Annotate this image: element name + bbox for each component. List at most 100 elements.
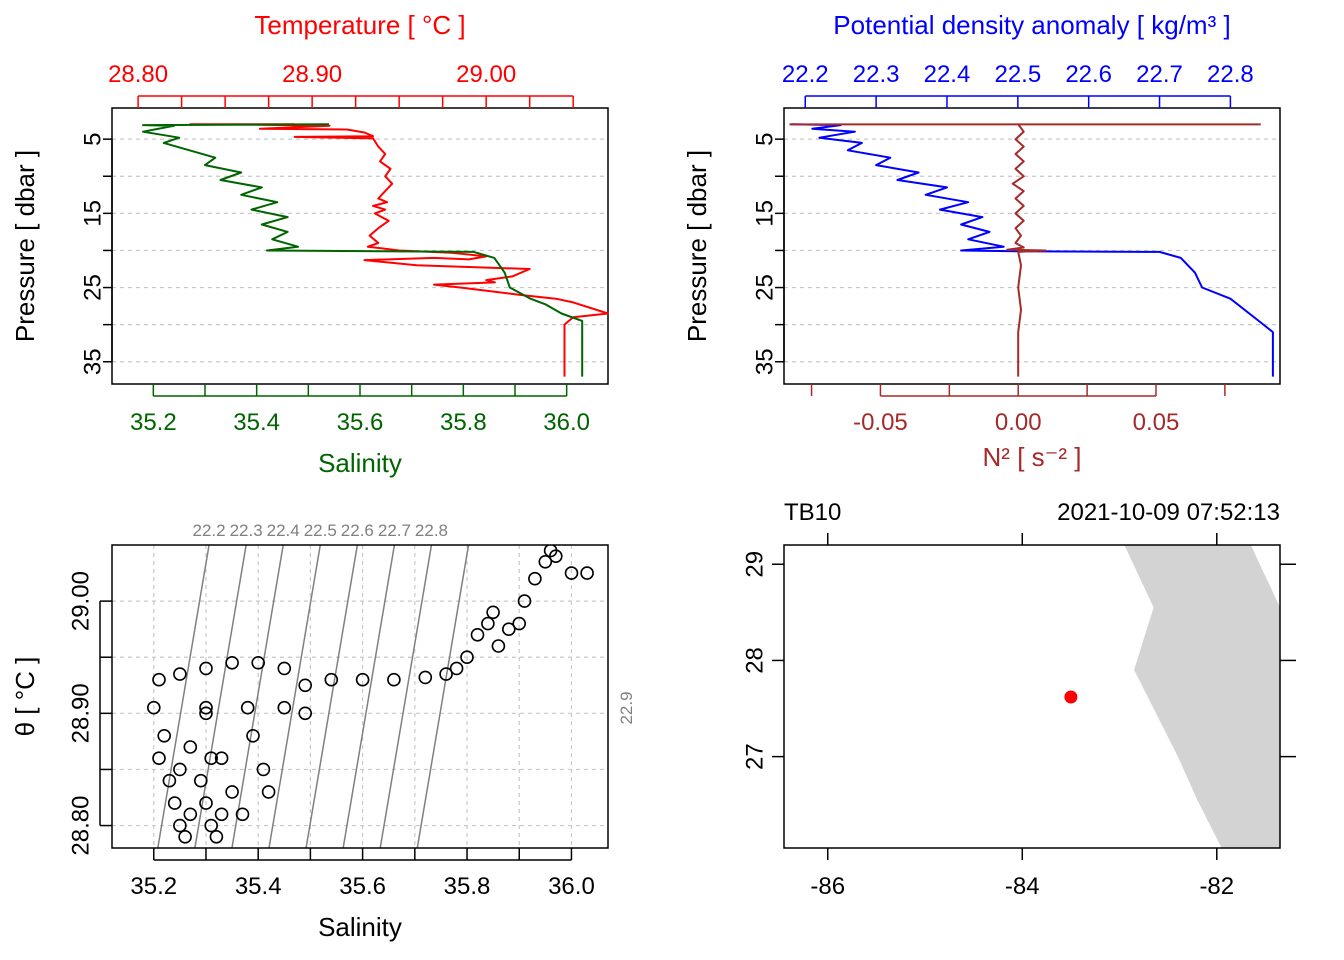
panel-temperature-salinity-profile: 5 15 25 35 Pressure [ dbar ] 28.80 28.90 29.00 T…: [10, 10, 609, 478]
ts-data-point: [167, 796, 182, 810]
salinity-profile-line: [142, 123, 584, 377]
isopycnal-line: [268, 545, 322, 848]
ts-data-point: [183, 807, 198, 822]
ts-data-point: [580, 566, 594, 580]
ts-data-point: [256, 762, 271, 777]
ts-data-point: [512, 616, 527, 631]
density-axis-label: Potential density anomaly [ kg/m³ ]: [833, 10, 1230, 40]
ts-data-point: [235, 807, 250, 822]
n2-axis-label: N² [ s⁻² ]: [983, 442, 1082, 472]
ts-data-point: [298, 678, 313, 693]
latitude-tick-label: 28: [741, 647, 768, 674]
salinity-tick-label: 35.6: [339, 873, 386, 900]
salinity-axis-label: Salinity: [318, 448, 402, 478]
ts-data-point: [214, 751, 229, 766]
ts-data-point: [173, 818, 187, 833]
latitude-tick-label: 27: [741, 743, 768, 770]
temperature-tick-label: 28.90: [282, 61, 342, 88]
ts-data-point: [538, 554, 553, 569]
isopycnal-line: [231, 545, 284, 848]
salinity-tick-label: 36.0: [543, 409, 590, 436]
isopycnal-line: [416, 545, 470, 848]
ts-data-point: [225, 655, 239, 670]
density-tick-label: 22.3: [853, 61, 900, 88]
ts-data-point: [204, 818, 218, 833]
station-marker[interactable]: [1064, 690, 1078, 704]
theta-axis-label: θ [ °C ]: [10, 657, 40, 737]
temperature-axis-label: Temperature [ °C ]: [254, 10, 465, 40]
temperature-profile-line: [189, 123, 609, 377]
salinity-axis-label: Salinity: [318, 912, 402, 942]
salinity-tick-label: 35.2: [130, 409, 177, 436]
theta-tick-label: 28.90: [67, 683, 94, 743]
ts-data-point: [162, 773, 177, 788]
pressure-tick-label: 5: [751, 132, 778, 145]
panel-density-n2-profile: 5 15 25 35 Pressure [ dbar ] 22.2 22.3 22.4 22.5…: [682, 10, 1281, 472]
ts-data-point: [449, 661, 464, 676]
ts-data-point: [199, 796, 213, 810]
salinity-tick-label: 35.6: [337, 409, 384, 436]
isopycnal-label: 22.8: [415, 521, 448, 540]
pressure-tick-label: 15: [751, 200, 778, 227]
pressure-tick-label: 35: [751, 348, 778, 375]
isopycnal-label: 22.9: [617, 691, 636, 724]
ts-data-point: [173, 762, 187, 777]
isopycnal-line: [157, 545, 210, 848]
temperature-tick-label: 28.80: [108, 61, 168, 88]
ts-data-point: [387, 672, 401, 687]
ts-data-point: [470, 627, 485, 642]
isopycnal-line: [194, 545, 247, 848]
ts-data-point: [194, 773, 208, 788]
ts-data-point: [501, 622, 516, 637]
salinity-tick-label: 35.4: [235, 873, 282, 900]
ts-data-point: [460, 650, 474, 665]
ts-data-point: [225, 785, 239, 799]
ts-data-point: [152, 672, 166, 687]
isopycnal-label: 22.3: [230, 521, 263, 540]
density-tick-label: 22.8: [1207, 61, 1254, 88]
isopycnal-label: 22.4: [267, 521, 300, 540]
density-tick-label: 22.7: [1136, 61, 1183, 88]
ts-data-point: [157, 728, 171, 743]
longitude-tick-label: -86: [810, 873, 845, 900]
ts-data-point: [183, 740, 198, 754]
salinity-tick-label: 35.8: [440, 409, 487, 436]
ts-data-point: [204, 751, 218, 766]
ts-data-point: [214, 807, 229, 822]
pressure-tick-label: 15: [79, 200, 106, 227]
ts-data-point: [298, 706, 313, 721]
n2-profile-line: [1006, 123, 1047, 377]
ts-data-point: [324, 672, 339, 687]
ts-data-point: [528, 571, 542, 586]
n2-tick-label: -0.05: [853, 409, 908, 436]
temperature-tick-label: 29.00: [456, 61, 516, 88]
theta-tick-label: 29.00: [67, 571, 94, 631]
isopycnal-label: 22.2: [193, 521, 226, 540]
ts-data-point: [517, 594, 532, 608]
ts-data-point: [199, 661, 213, 676]
pressure-tick-label: 25: [79, 274, 106, 301]
density-profile-line: [791, 123, 1274, 377]
map-area: [1064, 545, 1280, 848]
ts-data-point: [355, 672, 370, 687]
latitude-tick-label: 29: [741, 551, 768, 578]
ts-data-point: [439, 667, 453, 681]
longitude-tick-label: -82: [1199, 873, 1234, 900]
ts-data-point: [548, 549, 563, 564]
n2-tick-label: 0.00: [995, 409, 1042, 436]
ts-data-point: [564, 566, 579, 580]
pressure-tick-label: 5: [79, 132, 106, 145]
ts-data-point: [178, 829, 192, 844]
map-frame: [783, 544, 1281, 849]
isopycnal-line: [379, 545, 433, 848]
ts-data-point: [418, 670, 433, 685]
station-name: TB10: [784, 499, 841, 526]
isopycnal-label: 22.5: [304, 521, 337, 540]
ts-data-point: [209, 829, 224, 844]
density-tick-label: 22.5: [994, 61, 1041, 88]
ts-data-point: [486, 605, 500, 620]
ts-data-point: [173, 667, 187, 681]
station-timestamp: 2021-10-09 07:52:13: [1057, 499, 1280, 526]
plot-frame: [111, 544, 609, 849]
